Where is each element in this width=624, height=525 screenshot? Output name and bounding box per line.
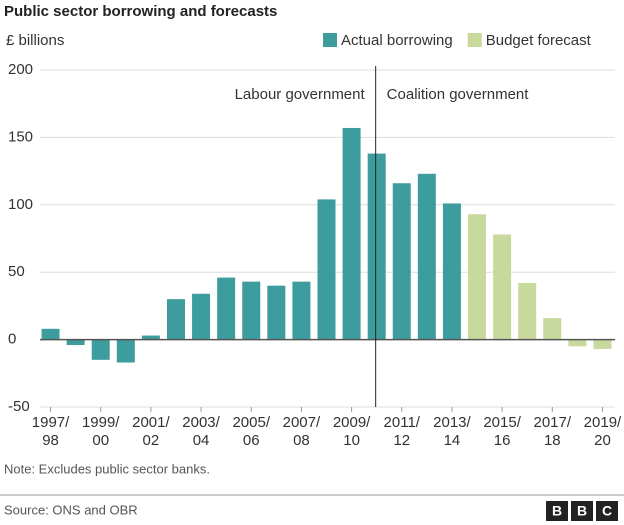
x-tick-label: 2015/16 bbox=[483, 414, 521, 449]
annotation: Labour government bbox=[235, 86, 366, 103]
logo-box bbox=[596, 501, 618, 521]
bar bbox=[217, 277, 236, 340]
bar bbox=[518, 282, 537, 340]
bar bbox=[417, 173, 436, 340]
logo-box bbox=[571, 501, 593, 521]
logo-letter: B bbox=[577, 503, 587, 519]
bar bbox=[392, 183, 411, 340]
bar bbox=[292, 281, 311, 340]
bar bbox=[41, 328, 60, 340]
x-tick-label: 1997/98 bbox=[32, 414, 70, 449]
y-axis-label: £ billions bbox=[6, 32, 64, 49]
bar bbox=[593, 339, 612, 350]
bar bbox=[468, 214, 487, 340]
bar bbox=[342, 127, 361, 340]
logo-box bbox=[546, 501, 568, 521]
bar bbox=[242, 281, 261, 340]
bar bbox=[317, 199, 336, 340]
x-tick-label: 2017/18 bbox=[534, 414, 572, 449]
x-tick-label: 2013/14 bbox=[433, 414, 471, 449]
y-tick-label: 50 bbox=[8, 263, 25, 280]
y-tick-label: 100 bbox=[8, 196, 33, 213]
bar bbox=[367, 153, 386, 340]
bar bbox=[66, 339, 85, 345]
x-tick-label: 1999/00 bbox=[82, 414, 120, 449]
note: Note: Excludes public sector banks. bbox=[4, 461, 210, 476]
bar bbox=[493, 234, 512, 340]
source: Source: ONS and OBR bbox=[4, 502, 138, 517]
bar bbox=[568, 339, 587, 347]
y-tick-label: 200 bbox=[8, 61, 33, 78]
y-tick-label: 0 bbox=[8, 331, 16, 348]
chart-title: Public sector borrowing and forecasts bbox=[4, 3, 277, 20]
logo-letter: B bbox=[552, 503, 562, 519]
bar bbox=[543, 318, 562, 340]
logo-letter: C bbox=[602, 503, 612, 519]
bar bbox=[267, 285, 286, 340]
bar bbox=[91, 339, 110, 360]
y-tick-label: 150 bbox=[8, 128, 33, 145]
legend-label: Budget forecast bbox=[486, 32, 592, 49]
x-tick-label: 2005/06 bbox=[232, 414, 270, 449]
legend-swatch bbox=[467, 33, 482, 47]
legend-label: Actual borrowing bbox=[341, 32, 453, 49]
x-tick-label: 2003/04 bbox=[182, 414, 220, 449]
x-tick-label: 2001/02 bbox=[132, 414, 170, 449]
bar bbox=[442, 203, 461, 340]
bar bbox=[116, 339, 135, 363]
x-tick-label: 2009/10 bbox=[333, 414, 371, 449]
x-tick-label: 2019/20 bbox=[584, 414, 622, 449]
bar bbox=[141, 335, 160, 340]
annotation: Coalition government bbox=[387, 86, 530, 103]
y-tick-label: -50 bbox=[8, 398, 30, 415]
bar bbox=[192, 293, 211, 340]
bar bbox=[166, 299, 185, 340]
legend-swatch bbox=[323, 33, 337, 47]
x-tick-label: 2011/12 bbox=[384, 414, 421, 449]
x-tick-label: 2007/08 bbox=[283, 414, 321, 449]
